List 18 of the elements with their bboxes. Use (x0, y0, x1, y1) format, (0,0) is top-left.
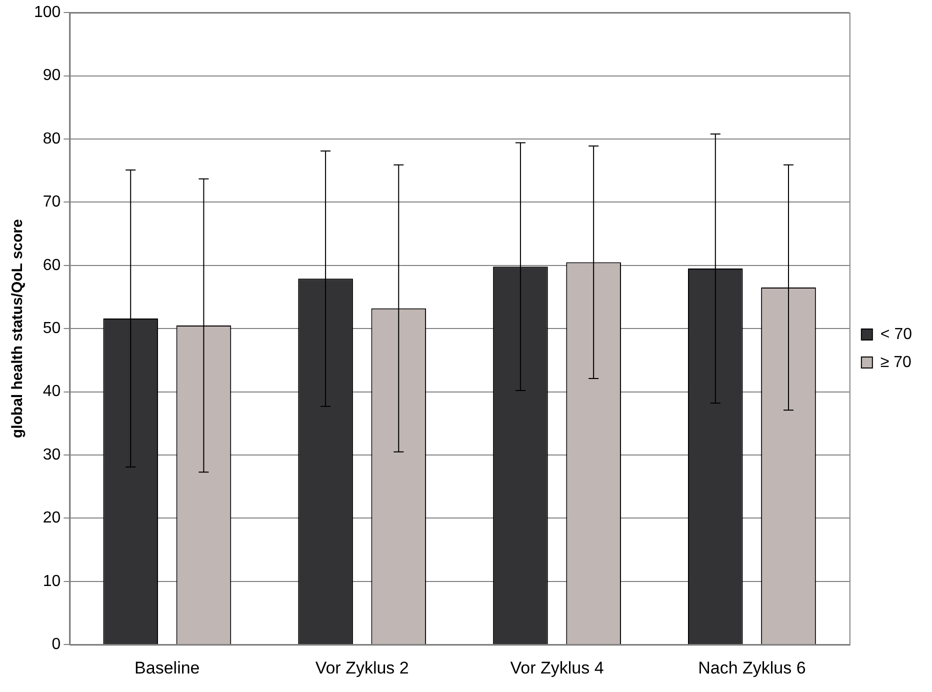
y-tick-label: 70 (42, 194, 61, 211)
x-tick-label: Nach Zyklus 6 (698, 658, 806, 678)
y-tick-label: 60 (42, 256, 61, 274)
y-tick-label: 40 (42, 383, 61, 400)
y-tick-label: 100 (34, 4, 61, 22)
x-tick-label: Vor Zyklus 4 (510, 658, 604, 678)
y-axis-title: global health status/QoL score (9, 219, 26, 438)
y-tick-label: 80 (42, 130, 61, 148)
y-tick-label: 10 (42, 572, 61, 590)
y-tick-label: 30 (42, 446, 61, 464)
x-tick-label: Baseline (134, 658, 200, 678)
y-tick-label: 0 (52, 636, 61, 654)
y-tick-label: 50 (42, 320, 61, 338)
legend-label: < 70 (880, 326, 912, 343)
y-tick-label: 20 (42, 510, 61, 527)
y-tick-label: 90 (42, 67, 61, 84)
legend-label: ≥ 70 (880, 354, 912, 371)
x-tick-label: Vor Zyklus 2 (315, 658, 409, 678)
